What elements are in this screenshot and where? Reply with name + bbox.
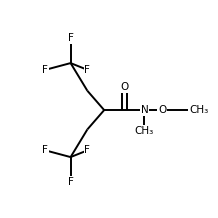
Text: O: O [120, 82, 128, 92]
Text: O: O [158, 105, 166, 115]
Text: CH₃: CH₃ [135, 126, 154, 136]
Text: F: F [43, 145, 48, 155]
Text: CH₃: CH₃ [189, 105, 208, 115]
Text: N: N [141, 105, 148, 115]
Text: F: F [84, 65, 90, 75]
Text: F: F [84, 145, 90, 155]
Text: F: F [43, 65, 48, 75]
Text: F: F [68, 33, 73, 43]
Text: F: F [68, 177, 73, 187]
